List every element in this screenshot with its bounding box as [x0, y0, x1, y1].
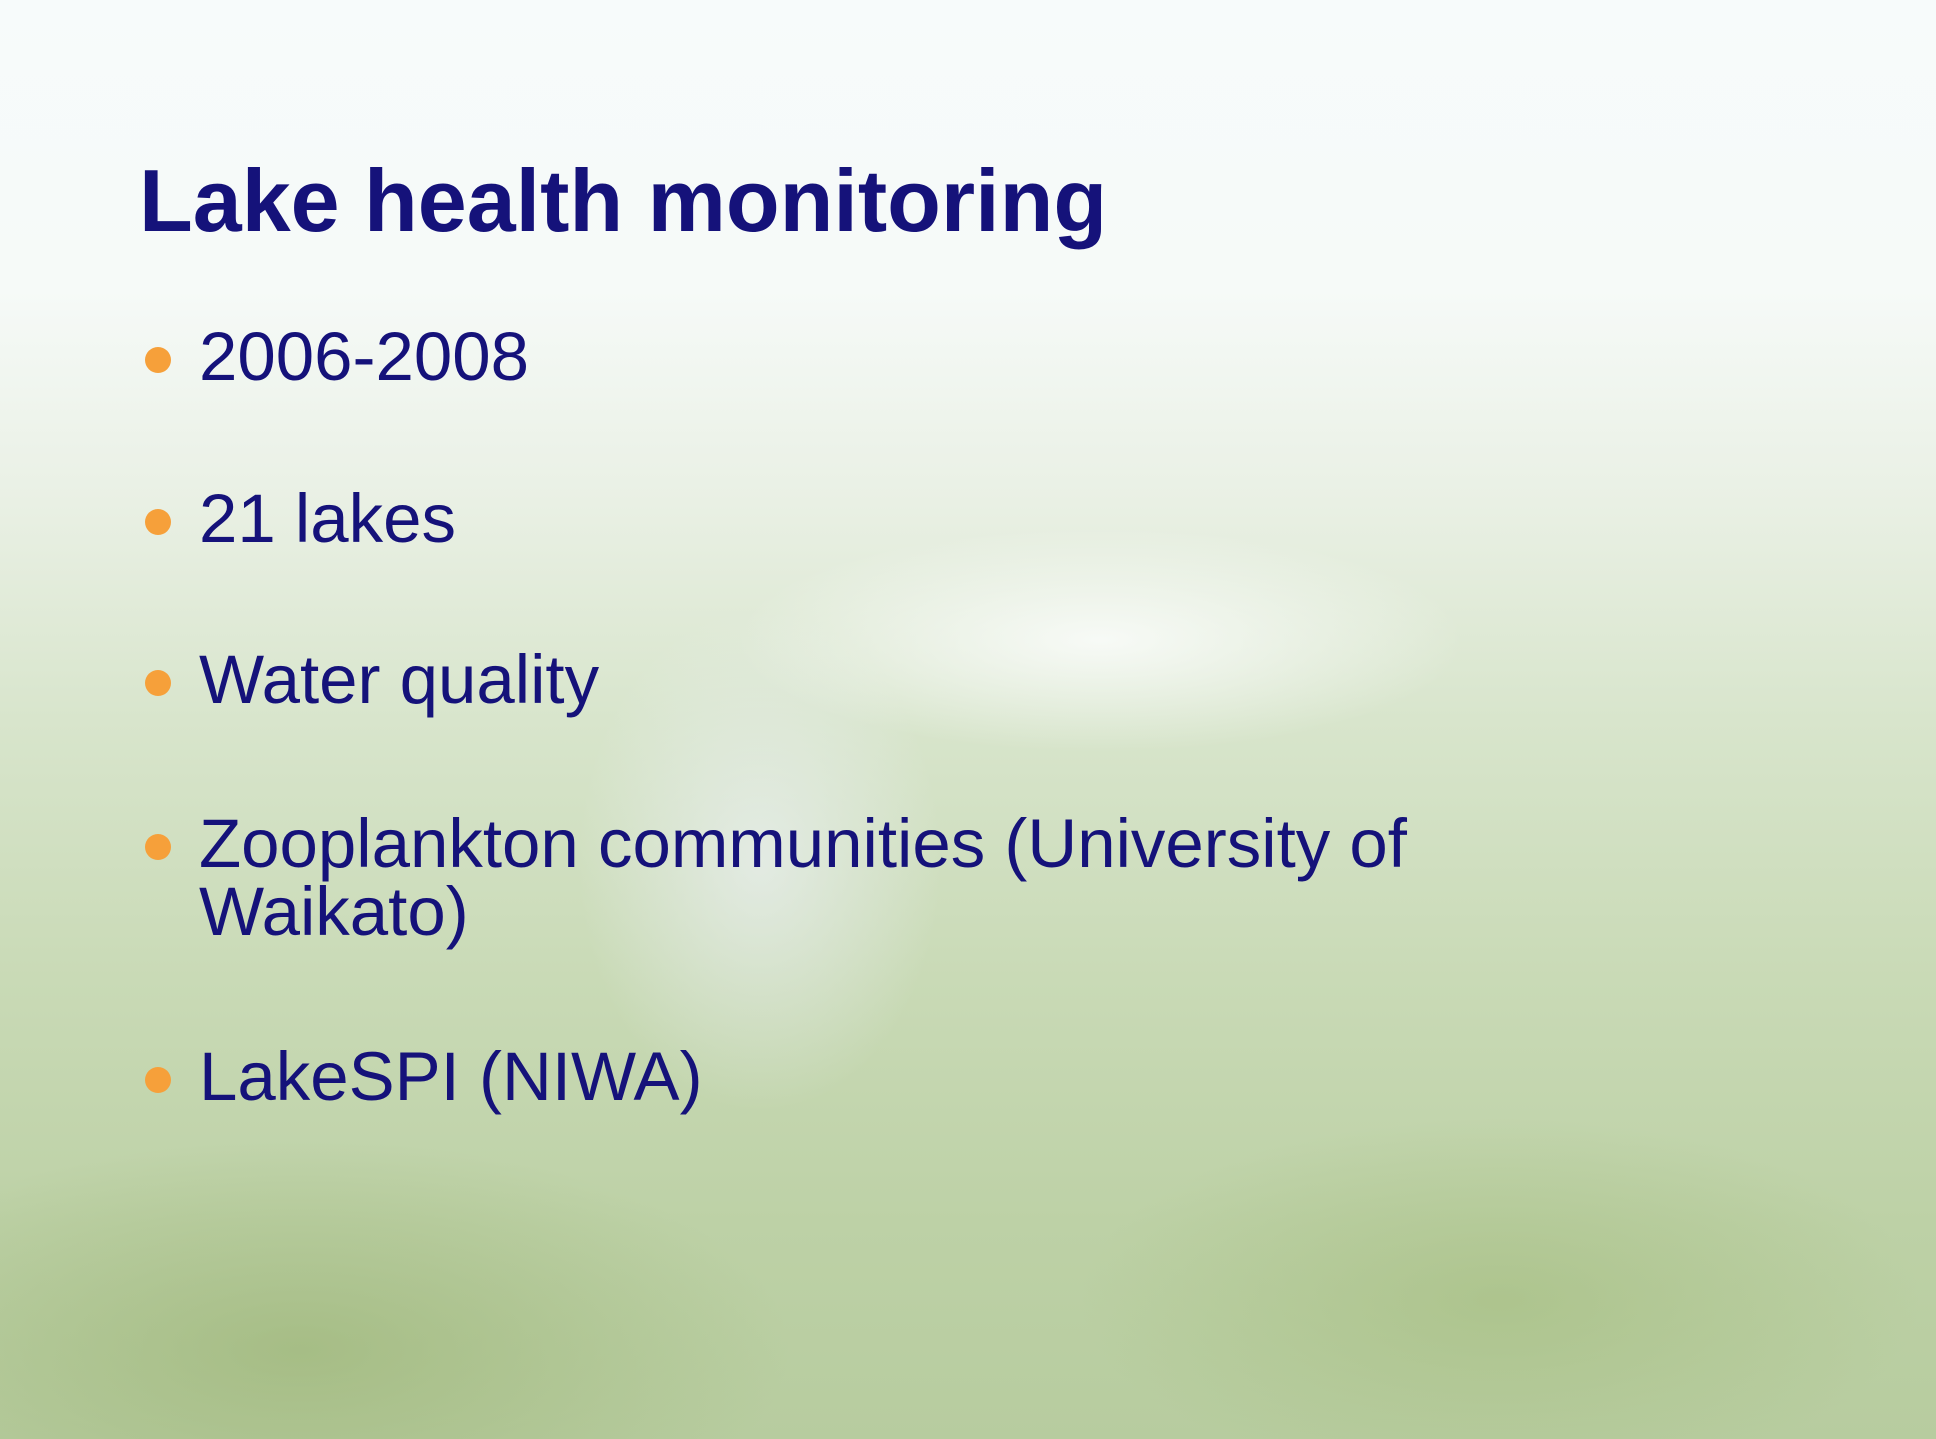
bullet: Zooplankton communities (University of W…: [199, 810, 1539, 946]
bullet: Water quality: [199, 646, 1599, 714]
bullet: LakeSPI (NIWA): [199, 1043, 1599, 1111]
bullet: 2006-2008: [199, 323, 1599, 391]
slide: Lake health monitoring 2006-2008 21 lake…: [0, 0, 1936, 1439]
bullet: 21 lakes: [199, 485, 1599, 553]
page: Lake health monitoring 2006-2008 21 lake…: [0, 0, 1936, 1439]
slide-title: Lake health monitoring: [139, 150, 1107, 252]
